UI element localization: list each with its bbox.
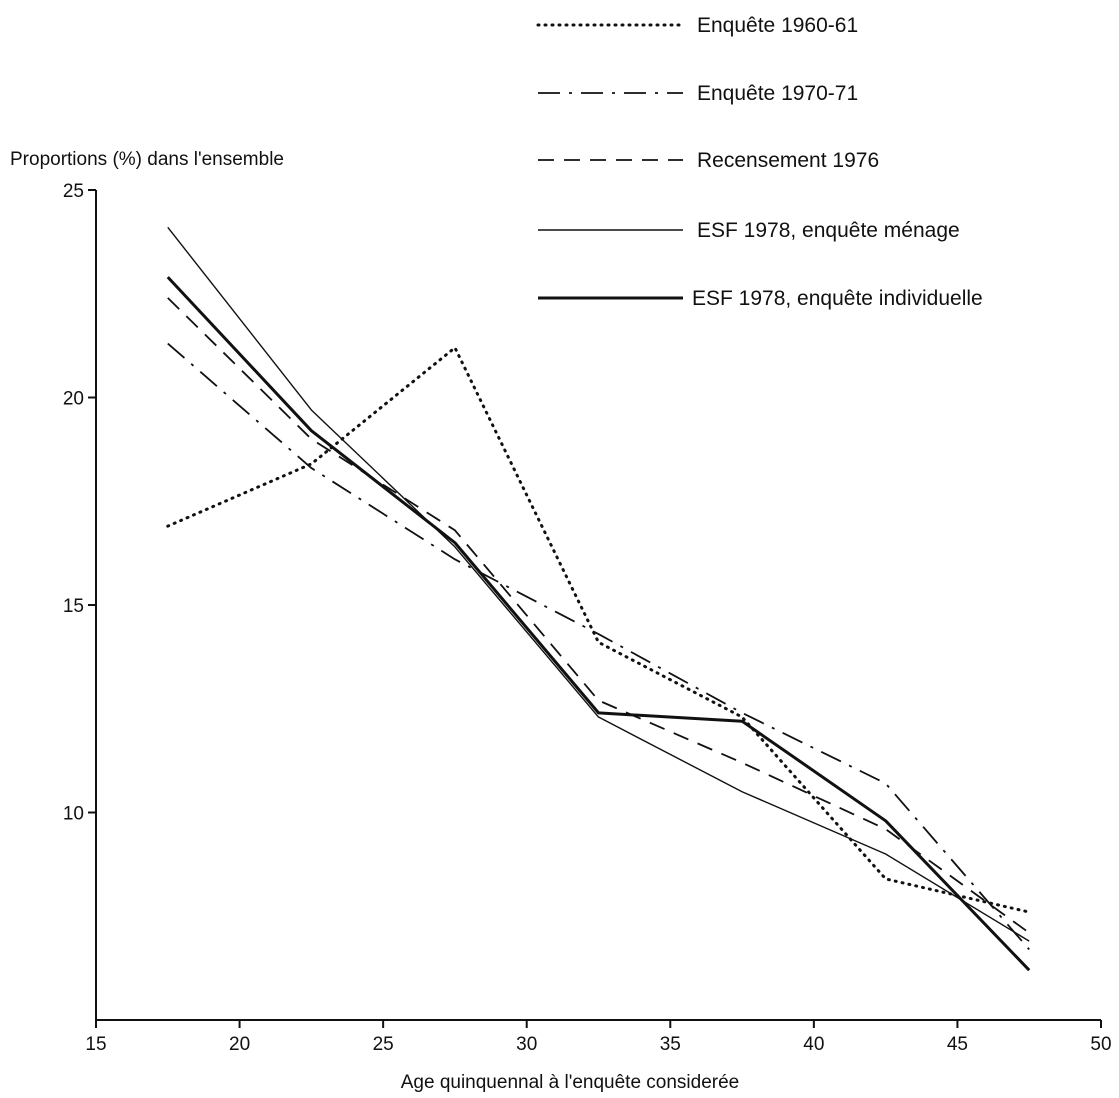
legend-label-4: ESF 1978, enquête ménage: [697, 219, 960, 242]
y-axis-title: Proportions (%) dans l'ensemble: [10, 149, 284, 170]
x-tick-label: 30: [516, 1034, 537, 1055]
series-line-5: [166, 276, 1031, 972]
x-tick-label: 20: [229, 1034, 250, 1055]
legend-label-1: Enquête 1960-61: [697, 14, 858, 37]
legend-label-2: Enquête 1970-71: [697, 82, 858, 105]
legend: Enquête 1960-61 Enquête 1970-71 Recensemen…: [536, 14, 983, 310]
series-line-2: [167, 342, 1030, 951]
legend-label-5: ESF 1978, enquête individuelle: [692, 287, 983, 310]
axis-ticks: 15 20 25 30 35 40 45 50 10 15 20 25: [63, 181, 1112, 1055]
y-tick-label: 20: [63, 389, 84, 410]
y-tick-label: 25: [63, 181, 84, 202]
x-tick-label: 40: [803, 1034, 824, 1055]
legend-label-3: Recensement 1976: [697, 149, 879, 172]
series-lines: [166, 226, 1031, 972]
series-line-1: [166, 346, 1031, 914]
x-tick-label: 35: [660, 1034, 681, 1055]
series-line-4: [167, 226, 1030, 942]
x-tick-label: 45: [947, 1034, 968, 1055]
x-tick-label: 15: [85, 1034, 106, 1055]
x-tick-label: 50: [1090, 1034, 1111, 1055]
x-axis-title: Age quinquennal à l'enquête considerée: [401, 1072, 740, 1093]
x-tick-label: 25: [373, 1034, 394, 1055]
y-tick-label: 10: [63, 804, 84, 825]
y-tick-label: 15: [63, 596, 84, 617]
axes: [95, 190, 1101, 1021]
